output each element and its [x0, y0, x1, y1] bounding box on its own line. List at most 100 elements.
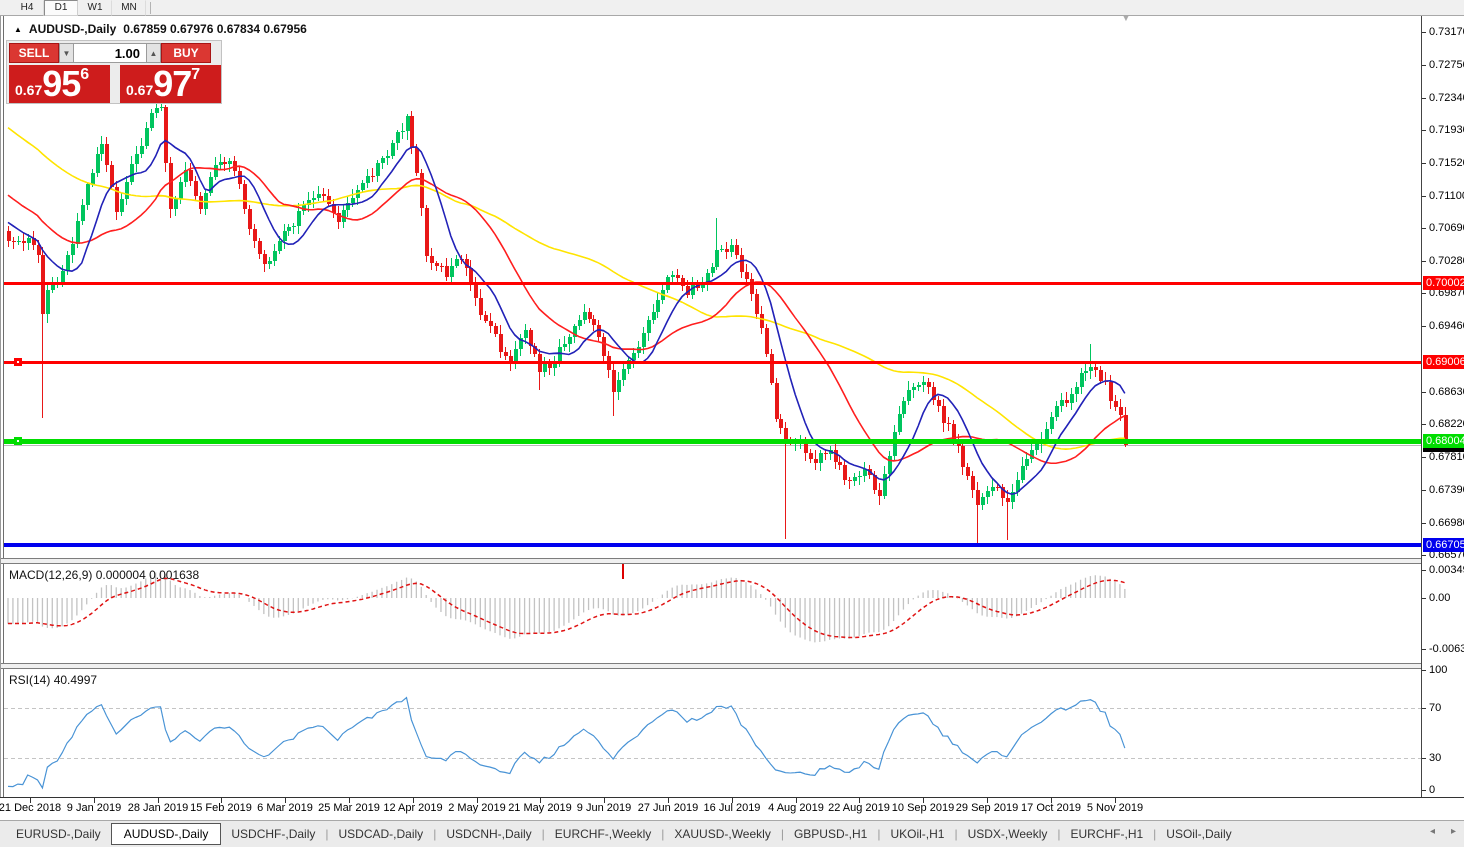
rsi-value: 40.4997	[53, 673, 98, 687]
chart-tab-eurchf[interactable]: EURCHF-,Weekly	[554, 827, 652, 841]
chart-tab-usdchf[interactable]: USDCHF-,Daily	[231, 827, 316, 841]
date-tick-mark	[796, 798, 797, 803]
chart-tab-ukoil[interactable]: UKOil-,H1	[890, 827, 945, 841]
chart-border-left	[3, 16, 4, 797]
date-tick-mark	[158, 798, 159, 803]
chart-tab-eurchf[interactable]: EURCHF-,H1	[1070, 827, 1144, 841]
date-label: 9 Jun 2019	[576, 802, 632, 814]
buy-price-prefix: 0.67	[126, 82, 154, 98]
chart-tab-xauusd[interactable]: XAUUSD-,Weekly	[674, 827, 771, 841]
price-tick-mark	[1422, 457, 1426, 458]
timeframe-button-h4[interactable]: H4	[10, 0, 44, 16]
chart-tab-usoil[interactable]: USOil-,Daily	[1166, 827, 1232, 841]
panel-separator[interactable]	[1, 558, 1421, 564]
rsi-panel-canvas[interactable]	[4, 669, 1421, 797]
date-label: 22 Aug 2019	[828, 802, 890, 814]
date-label: 4 Aug 2019	[768, 802, 824, 814]
rsi-tick-mark	[1422, 790, 1426, 791]
tab-separator: |	[780, 827, 784, 841]
price-tick-mark	[1422, 490, 1426, 491]
tab-scroll-left-icon[interactable]: ◂	[1429, 826, 1435, 837]
date-label: 25 Mar 2019	[318, 802, 380, 814]
timeframe-button-d1[interactable]: D1	[44, 0, 78, 16]
rsi-tick-label: 0	[1429, 784, 1436, 796]
chart-title: ▲ AUDUSD-,Daily 0.67859 0.67976 0.67834 …	[14, 22, 307, 36]
date-tick-mark	[859, 798, 860, 803]
date-label: 6 Mar 2019	[257, 802, 313, 814]
price-tick-mark	[1422, 392, 1426, 393]
price-tick-mark	[1422, 130, 1426, 131]
macd-tick-mark	[1422, 598, 1426, 599]
sell-price-prefix: 0.67	[15, 82, 43, 98]
rsi-indicator-label: RSI(14) 40.4997	[9, 673, 97, 687]
symbol-collapse-icon: ▲	[14, 24, 22, 34]
tab-separator: |	[325, 827, 329, 841]
buy-button[interactable]: BUY	[161, 43, 211, 63]
date-label: 12 Apr 2019	[383, 802, 443, 814]
timeframe-button-w1[interactable]: W1	[78, 0, 112, 16]
chart-tab-usdcnh[interactable]: USDCNH-,Daily	[446, 827, 532, 841]
window-border-left	[0, 16, 1, 797]
hline-price-flag: 0.68004	[1423, 434, 1464, 448]
volume-input[interactable]	[74, 43, 146, 63]
tab-separator: |	[877, 827, 881, 841]
macd-values: 0.000004 0.001638	[95, 568, 200, 582]
date-label: 10 Sep 2019	[891, 802, 955, 814]
date-tick-mark	[349, 798, 350, 803]
volume-increase-button[interactable]: ▲	[146, 43, 161, 63]
price-tick-mark	[1422, 523, 1426, 524]
chart-shift-marker-icon[interactable]: ▼	[1121, 13, 1131, 24]
price-tick-mark	[1422, 65, 1426, 66]
tab-separator: |	[954, 827, 958, 841]
date-tick-mark	[732, 798, 733, 803]
rsi-tick-label: 30	[1429, 752, 1442, 764]
date-tick-mark	[668, 798, 669, 803]
macd-tick-mark	[1422, 570, 1426, 571]
price-tick-mark	[1422, 555, 1426, 556]
date-tick-mark	[1051, 798, 1052, 803]
chart-tab-audusd[interactable]: AUDUSD-,Daily	[110, 823, 222, 845]
price-chart-canvas[interactable]	[4, 17, 1421, 558]
sell-price-big-digits: 95	[42, 63, 81, 104]
price-tick-mark	[1422, 98, 1426, 99]
chart-tab-gbpusd[interactable]: GBPUSD-,H1	[793, 827, 868, 841]
sell-price-pip-digit: 6	[80, 66, 90, 83]
time-axis[interactable]: 21 Dec 2018 9 Jan 2019 28 Jan 2019 15 Feb 2…	[0, 797, 1464, 821]
tab-scroll-arrows: ◂ ▸	[1430, 826, 1456, 837]
buy-price-panel[interactable]: 0.67 97 7	[120, 65, 221, 103]
date-label: 16 Jul 2019	[703, 802, 761, 814]
macd-panel-canvas[interactable]	[4, 564, 1421, 663]
tab-separator: |	[1153, 827, 1157, 841]
chart-tab-eurusd[interactable]: EURUSD-,Daily	[16, 827, 101, 841]
date-tick-mark	[221, 798, 222, 803]
date-tick-mark	[477, 798, 478, 803]
rsi-name: RSI(14)	[9, 673, 51, 687]
volume-decrease-button[interactable]: ▼	[59, 43, 74, 63]
macd-tick-label: -0.00637	[1429, 643, 1464, 655]
price-tick-mark	[1422, 228, 1426, 229]
date-label: 21 May 2019	[508, 802, 572, 814]
timeframe-button-mn[interactable]: MN	[112, 0, 146, 16]
price-tick-mark	[1422, 424, 1426, 425]
sell-button[interactable]: SELL	[9, 43, 59, 63]
macd-tick-label: 0.00349	[1429, 564, 1464, 576]
sell-price-panel[interactable]: 0.67 95 6	[9, 65, 110, 103]
chart-symbol-label: AUDUSD-,Daily	[28, 22, 117, 36]
chart-tab-usdcad[interactable]: USDCAD-,Daily	[338, 827, 424, 841]
tab-scroll-right-icon[interactable]: ▸	[1450, 826, 1456, 837]
panel-separator[interactable]	[1, 663, 1421, 669]
tab-separator: |	[1057, 827, 1061, 841]
chart-tab-usdx[interactable]: USDX-,Weekly	[967, 827, 1048, 841]
date-label: 9 Jan 2019	[66, 802, 122, 814]
rsi-tick-label: 100	[1429, 664, 1448, 676]
